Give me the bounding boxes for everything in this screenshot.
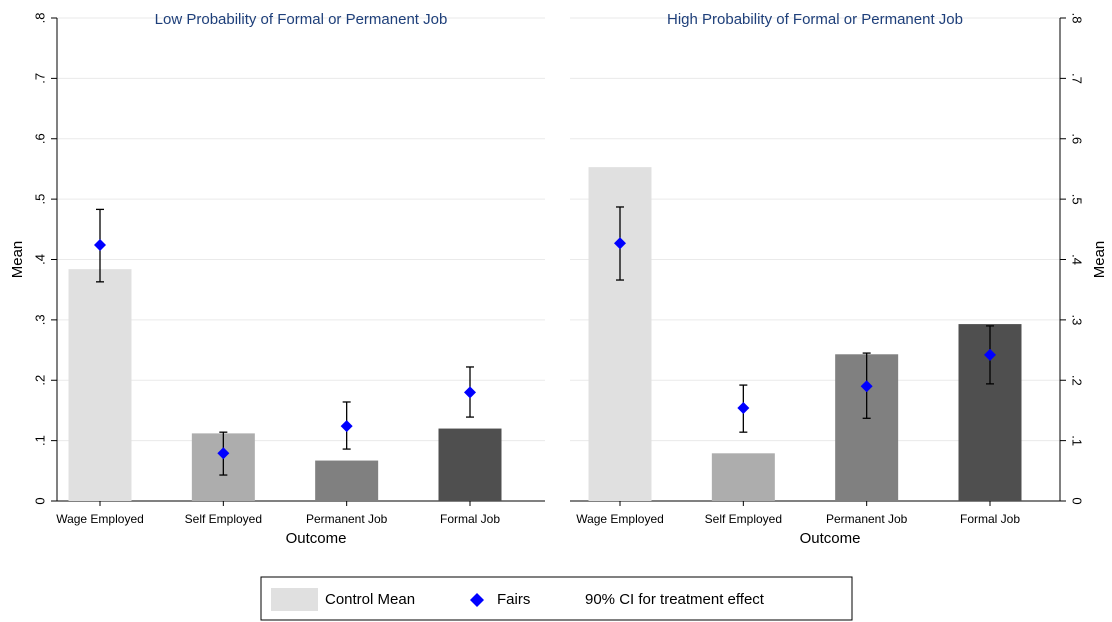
legend-swatch <box>271 588 318 611</box>
y-tick-label: .4 <box>1070 254 1085 265</box>
y-tick-label: .6 <box>1070 133 1085 144</box>
bar <box>438 428 502 501</box>
diamond-marker <box>464 386 476 399</box>
x-tick-label: Wage Employed <box>576 512 664 526</box>
diamond-marker <box>737 402 750 415</box>
y-tick-label: .3 <box>32 314 47 325</box>
chart-title: Low Probability of Formal or Permanent J… <box>155 11 448 28</box>
diamond-marker <box>614 237 626 250</box>
y-tick-label: .4 <box>32 254 47 265</box>
y-tick-label: .8 <box>32 13 47 24</box>
diamond-marker <box>860 380 873 393</box>
y-tick-label: .7 <box>32 73 47 84</box>
x-tick-label: Self Employed <box>185 512 262 526</box>
x-tick-label: Permanent Job <box>306 512 388 526</box>
y-tick-label: .1 <box>1070 435 1085 446</box>
x-axis-label: Outcome <box>286 530 347 547</box>
bar <box>315 460 379 501</box>
y-tick-label: .2 <box>32 375 47 386</box>
x-tick-label: Wage Employed <box>56 512 144 526</box>
x-axis-label: Outcome <box>800 530 861 547</box>
diamond-marker <box>94 239 106 252</box>
y-tick-label: .5 <box>32 194 47 205</box>
bar <box>711 453 775 501</box>
y-tick-label: .8 <box>1070 13 1085 24</box>
y-axis-label: Mean <box>9 241 26 279</box>
x-tick-label: Formal Job <box>440 512 500 526</box>
diamond-marker <box>217 447 230 460</box>
bar <box>68 269 132 501</box>
chart-title: High Probability of Formal or Permanent … <box>667 11 963 28</box>
x-tick-label: Permanent Job <box>826 512 908 526</box>
y-axis-label: Mean <box>1091 241 1108 279</box>
legend-box <box>260 576 853 621</box>
diamond-marker <box>340 420 353 433</box>
legend-label: Fairs <box>497 591 530 608</box>
legend-label: 90% CI for treatment effect <box>585 591 765 608</box>
legend-label: Control Mean <box>325 591 415 608</box>
y-tick-label: .3 <box>1070 314 1085 325</box>
x-tick-label: Self Employed <box>705 512 782 526</box>
y-tick-label: 0 <box>1070 497 1085 504</box>
y-tick-label: .5 <box>1070 194 1085 205</box>
y-tick-label: .2 <box>1070 375 1085 386</box>
y-tick-label: .7 <box>1070 73 1085 84</box>
y-tick-label: .6 <box>32 133 47 144</box>
y-tick-label: .1 <box>32 435 47 446</box>
y-tick-label: 0 <box>32 497 47 504</box>
diamond-marker <box>984 348 996 361</box>
x-tick-label: Formal Job <box>960 512 1020 526</box>
legend-diamond <box>470 593 484 607</box>
